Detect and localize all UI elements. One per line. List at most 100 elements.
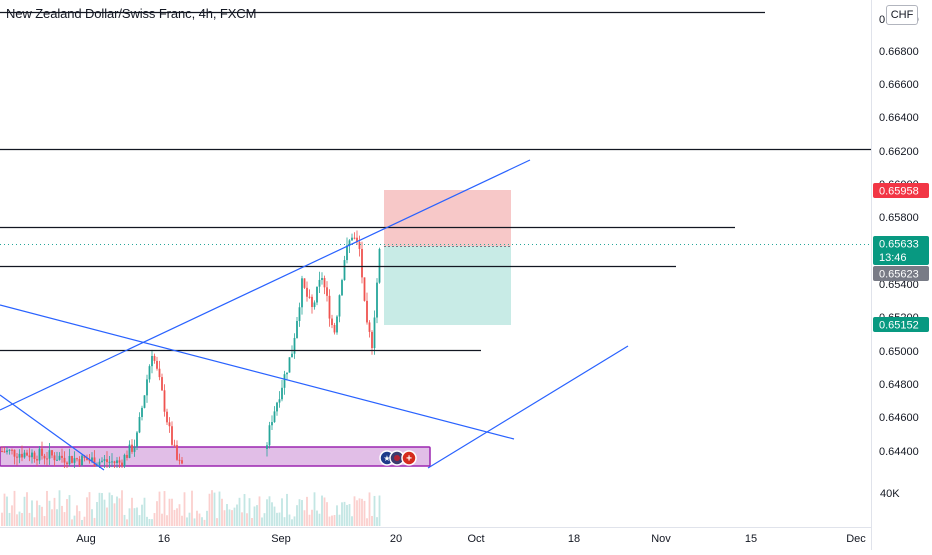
volume-bar [266, 499, 268, 526]
volume-bar [356, 500, 358, 526]
candle-body [108, 461, 111, 463]
volume-bar [31, 500, 33, 526]
price-tick-label: 0.66800 [879, 46, 919, 58]
volume-bar [311, 509, 313, 526]
candle-body [53, 455, 56, 461]
volume-bar [341, 502, 343, 526]
candle-body [296, 320, 298, 338]
price-label-target [873, 317, 929, 332]
volume-bar [123, 514, 126, 526]
candle-body [308, 296, 311, 298]
price-tick-label: 0.65000 [879, 346, 919, 358]
candle-body [291, 353, 293, 358]
candle-body [3, 451, 6, 453]
candle-body [101, 460, 103, 462]
volume-bar [43, 516, 46, 526]
candle-body [306, 287, 308, 297]
volume-bar [346, 504, 348, 526]
volume-bar [131, 497, 133, 526]
take-profit-zone[interactable] [384, 246, 511, 325]
volume-bar [336, 505, 338, 526]
volume-bar [71, 519, 73, 526]
volume-bars [1, 490, 381, 526]
trend-lines[interactable] [0, 159, 629, 471]
candle-body [158, 368, 161, 378]
volume-bar [46, 490, 48, 526]
candle-body [303, 278, 306, 288]
usd-event-icon-stripe [394, 455, 400, 461]
volume-bar [293, 516, 296, 526]
currency-button[interactable]: CHF [886, 5, 918, 25]
candle-body [356, 237, 358, 242]
price-tick-label: 0.65400 [879, 279, 919, 291]
candle-body [358, 241, 361, 249]
candle-body [21, 453, 23, 458]
volume-bar [171, 498, 173, 526]
candle-body [341, 280, 343, 296]
candle-body [38, 448, 41, 461]
volume-bar [163, 491, 166, 526]
time-axis[interactable]: Aug 16 Sep 20 Oct 18 Nov 15 Dec [76, 533, 866, 545]
trendline-steep[interactable] [0, 394, 105, 471]
candle-body [298, 307, 301, 321]
volume-bar [61, 505, 63, 526]
candle-body [76, 458, 78, 460]
volume-bar [276, 512, 278, 526]
volume-bar [258, 496, 261, 526]
candle-body [46, 458, 48, 460]
candle-body [293, 337, 296, 354]
price-label-current [873, 236, 929, 265]
candle-body [346, 245, 348, 261]
volume-bar [216, 518, 218, 526]
candle-body [286, 372, 288, 375]
candle-body [173, 444, 176, 446]
volume-bar [371, 515, 373, 526]
volume-bar [303, 510, 306, 526]
volume-bar [348, 504, 351, 526]
volume-bar [73, 515, 76, 526]
candle-body [348, 240, 351, 246]
volume-bar [316, 510, 318, 526]
candle-body [6, 450, 8, 453]
candle-body [161, 377, 163, 391]
volume-bar [66, 499, 68, 526]
candle-body [301, 278, 303, 308]
volume-bar [128, 508, 131, 526]
volume-bar [126, 519, 128, 526]
candle-body [43, 455, 46, 459]
candle-body [56, 459, 58, 461]
volume-bar [63, 512, 66, 526]
economic-event-badges[interactable]: ★ + [379, 450, 417, 466]
volume-bar [141, 504, 143, 526]
candle-body [268, 425, 271, 446]
horizontal-levels[interactable] [0, 11, 871, 352]
candle-body [363, 277, 366, 301]
candle-body [276, 402, 278, 412]
chf-event-icon[interactable] [401, 450, 417, 466]
trendline-falling[interactable] [0, 304, 515, 440]
volume-bar [8, 512, 11, 526]
trendline-rising[interactable] [0, 159, 531, 411]
volume-bar [168, 498, 171, 526]
volume-bar [18, 511, 21, 526]
volume-bar [221, 498, 223, 526]
volume-bar [281, 498, 283, 526]
volume-axis-label: 40K [880, 488, 900, 500]
volume-bar [13, 490, 16, 526]
volume-bar [278, 512, 281, 526]
volume-bar [33, 517, 36, 526]
candle-body [13, 449, 16, 457]
volume-bar [76, 505, 78, 526]
price-label-previous-value: 0.65623 [879, 269, 919, 281]
volume-bar [173, 509, 176, 526]
trendline-lower-channel[interactable] [427, 345, 629, 469]
candle-body [166, 411, 168, 423]
volume-bar [166, 515, 168, 526]
volume-bar [306, 496, 308, 526]
volume-bar [308, 514, 311, 526]
candle-body [153, 355, 156, 361]
volume-bar [148, 519, 151, 526]
candle-body [171, 426, 173, 445]
